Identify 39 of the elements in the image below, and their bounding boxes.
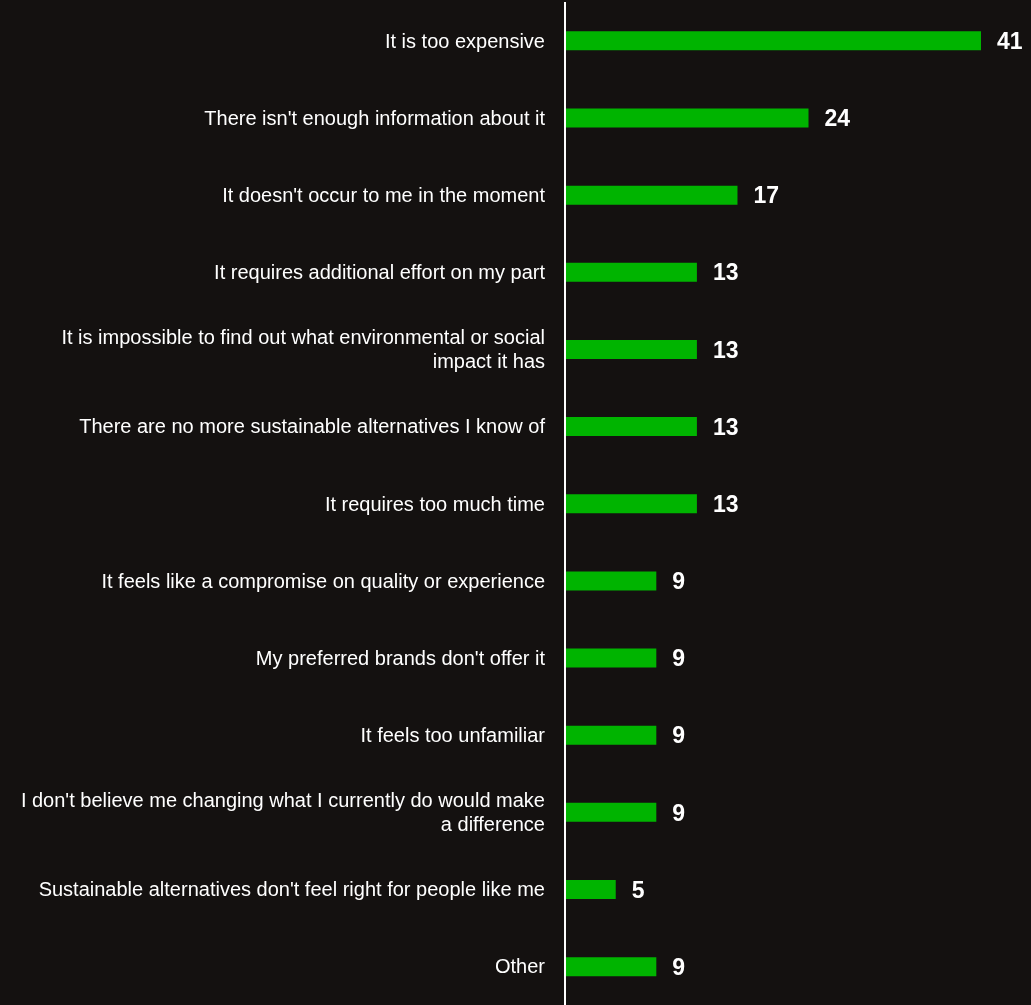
bar xyxy=(565,571,657,591)
y-tick-label: It is impossible to find out what environmental or social impact it has xyxy=(61,326,545,373)
data-label: 41 xyxy=(997,27,1023,54)
data-label: 13 xyxy=(712,490,739,517)
y-tick-label: Other xyxy=(494,955,546,978)
bar xyxy=(565,802,657,822)
y-tick-label: There are no more sustainable alternatives I know of xyxy=(79,415,546,438)
y-tick-label: Sustainable alternatives don't feel right for people like me xyxy=(38,878,545,901)
bar xyxy=(565,339,697,359)
data-label: 13 xyxy=(712,336,739,363)
data-label: 24 xyxy=(824,105,851,132)
bar xyxy=(565,957,657,977)
data-label: 17 xyxy=(753,182,780,209)
data-label: 13 xyxy=(712,413,739,440)
y-tick-label: It doesn't occur to me in the moment xyxy=(222,183,546,206)
data-label: 9 xyxy=(672,645,686,672)
bar xyxy=(565,725,657,745)
y-tick-label: It requires too much time xyxy=(324,492,545,515)
bar xyxy=(565,494,697,514)
y-tick-label: I don't believe me changing what I currently do would make a difference xyxy=(20,789,545,836)
data-label: 5 xyxy=(631,876,645,903)
bar xyxy=(565,31,981,51)
y-tick-label: It is too expensive xyxy=(384,29,545,52)
y-tick-label: It feels like a compromise on quality or experience xyxy=(101,569,545,592)
y-tick-label: My preferred brands don't offer it xyxy=(255,646,546,669)
y-tick-label: It requires additional effort on my part xyxy=(214,261,546,284)
bar xyxy=(565,880,616,900)
y-tick-label: It feels too unfamiliar xyxy=(360,723,546,746)
data-label: 9 xyxy=(672,799,686,826)
data-label: 9 xyxy=(672,722,686,749)
data-label: 13 xyxy=(712,259,739,286)
data-label: 9 xyxy=(672,953,686,980)
bar xyxy=(565,648,657,668)
bar xyxy=(565,185,738,205)
bar xyxy=(565,262,697,282)
data-label: 9 xyxy=(672,568,686,595)
y-tick-label: There isn't enough information about it xyxy=(204,106,546,129)
bar xyxy=(565,108,809,128)
bar xyxy=(565,417,697,437)
